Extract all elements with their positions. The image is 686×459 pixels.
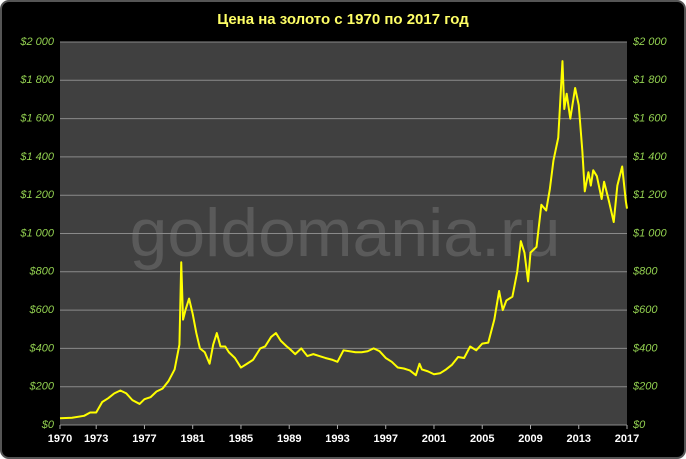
y2-tick-label: $200 [632, 381, 658, 393]
y-tick-label: $1 000 [19, 227, 55, 239]
x-tick-label: 2009 [518, 433, 542, 445]
y2-tick-label: $0 [632, 419, 646, 431]
x-tick-label: 1989 [277, 433, 301, 445]
x-tick-label: 1981 [180, 433, 204, 445]
watermark: goldomania.ru [130, 195, 561, 271]
x-tick-label: 1977 [132, 433, 156, 445]
y-tick-label: $400 [29, 342, 55, 354]
y-tick-label: $600 [29, 304, 55, 316]
x-tick-label: 1970 [48, 433, 72, 445]
y-tick-label: $200 [29, 381, 55, 393]
y-tick-label: $1 200 [19, 189, 55, 201]
y-tick-label: $1 400 [19, 151, 55, 163]
price-line [59, 60, 628, 420]
x-tick-label: 1985 [229, 433, 253, 445]
x-tick-label: 1993 [325, 433, 349, 445]
y2-tick-label: $600 [632, 304, 658, 316]
y2-tick-label: $1 200 [632, 189, 668, 201]
x-tick-label: 1997 [373, 433, 397, 445]
y2-tick-label: $400 [632, 342, 658, 354]
y-tick-label: $2 000 [19, 36, 55, 48]
x-tick-label: 2013 [567, 433, 591, 445]
y2-tick-label: $2 000 [632, 36, 668, 48]
x-tick-label: 1973 [84, 433, 108, 445]
y2-tick-label: $1 800 [632, 74, 668, 86]
y-tick-label: $800 [29, 266, 55, 278]
y2-tick-label: $800 [632, 266, 658, 278]
y-tick-label: $1 600 [19, 113, 55, 125]
y-tick-label: $0 [41, 419, 55, 431]
y-tick-label: $1 800 [19, 74, 55, 86]
x-tick-label: 2005 [470, 433, 494, 445]
x-tick-label: 2001 [422, 433, 446, 445]
x-tick-label: 2017 [615, 433, 639, 445]
y2-tick-label: $1 400 [632, 151, 668, 163]
chart-title: Цена на золото с 1970 по 2017 год [217, 11, 469, 28]
y2-tick-label: $1 600 [632, 113, 668, 125]
y2-tick-label: $1 000 [632, 227, 668, 239]
